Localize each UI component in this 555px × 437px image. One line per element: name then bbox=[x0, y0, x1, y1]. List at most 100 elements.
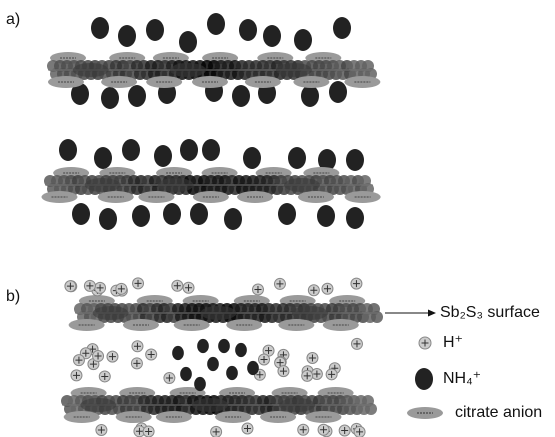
proton-plus bbox=[134, 279, 142, 287]
proton-plus bbox=[147, 351, 155, 359]
proton-plus bbox=[276, 359, 284, 367]
proton-plus bbox=[135, 427, 143, 435]
legend-citrate bbox=[407, 407, 443, 419]
ammonium bbox=[235, 342, 247, 358]
proton-plus bbox=[323, 285, 331, 293]
proton-plus bbox=[173, 282, 181, 290]
ammonium bbox=[172, 345, 184, 361]
ammonium bbox=[71, 83, 89, 105]
surface-atom bbox=[365, 403, 377, 415]
proton-plus bbox=[341, 427, 349, 435]
proton-plus bbox=[254, 285, 262, 293]
ammonium bbox=[99, 208, 117, 230]
legend-arrowhead bbox=[428, 309, 436, 317]
ammonium bbox=[128, 85, 146, 107]
surface-dark bbox=[157, 178, 194, 192]
ammonium bbox=[218, 338, 230, 354]
proton-plus bbox=[117, 285, 125, 293]
proton-plus bbox=[108, 353, 116, 361]
proton-plus bbox=[86, 282, 94, 290]
proton-plus bbox=[313, 370, 321, 378]
proton-plus bbox=[353, 340, 361, 348]
ammonium bbox=[154, 145, 172, 167]
citrate bbox=[226, 319, 263, 331]
ammonium bbox=[226, 365, 238, 381]
surface-dark bbox=[92, 306, 129, 320]
surface-dark bbox=[72, 63, 109, 77]
proton-plus bbox=[212, 428, 220, 436]
ammonium bbox=[180, 366, 192, 382]
ammonium bbox=[72, 203, 90, 225]
ammonium bbox=[146, 19, 164, 41]
proton-plus bbox=[299, 426, 307, 434]
panel-label: a) bbox=[6, 11, 20, 28]
ammonium bbox=[207, 356, 219, 372]
ammonium bbox=[247, 360, 259, 376]
proton-plus bbox=[89, 360, 97, 368]
surface-dark bbox=[291, 306, 328, 320]
ammonium bbox=[190, 203, 208, 225]
ammonium bbox=[346, 207, 364, 229]
ammonium bbox=[202, 139, 220, 161]
proton-plus bbox=[256, 371, 264, 379]
ammonium bbox=[278, 203, 296, 225]
proton-plus bbox=[94, 352, 102, 360]
ammonium bbox=[263, 25, 281, 47]
ammonium bbox=[224, 208, 242, 230]
proton-plus bbox=[165, 374, 173, 382]
panel-label: b) bbox=[6, 288, 20, 305]
ammonium bbox=[243, 147, 261, 169]
surface-dark bbox=[192, 398, 229, 412]
proton-plus bbox=[356, 428, 364, 436]
proton-plus bbox=[66, 282, 74, 290]
proton-plus bbox=[145, 427, 153, 435]
ammonium bbox=[132, 205, 150, 227]
proton-plus bbox=[101, 372, 109, 380]
ammonium bbox=[59, 139, 77, 161]
ammonium bbox=[333, 17, 351, 39]
ammonium bbox=[317, 205, 335, 227]
surface-atom bbox=[371, 311, 383, 323]
surface-dark bbox=[284, 178, 321, 192]
surface-dark bbox=[200, 306, 237, 320]
surface-dark bbox=[84, 178, 121, 192]
proton-plus bbox=[308, 354, 316, 362]
proton-plus bbox=[260, 356, 268, 364]
proton-plus bbox=[72, 371, 80, 379]
surface-dark bbox=[169, 63, 206, 77]
legend-label: NH₄⁺ bbox=[443, 370, 481, 387]
proton-plus bbox=[185, 284, 193, 292]
ammonium bbox=[207, 13, 225, 35]
proton-plus bbox=[243, 425, 251, 433]
proton-plus bbox=[265, 347, 273, 355]
ammonium bbox=[91, 17, 109, 39]
proton-plus bbox=[75, 356, 83, 364]
ammonium bbox=[94, 147, 112, 169]
proton-plus bbox=[82, 349, 90, 357]
proton-plus bbox=[352, 280, 360, 288]
ammonium bbox=[288, 147, 306, 169]
ammonium bbox=[101, 87, 119, 109]
proton-plus bbox=[279, 367, 287, 375]
ammonium bbox=[197, 338, 209, 354]
ammonium bbox=[301, 85, 319, 107]
proton-plus bbox=[96, 284, 104, 292]
legend-label: H⁺ bbox=[443, 334, 463, 351]
schematic bbox=[41, 13, 383, 437]
ammonium bbox=[346, 149, 364, 171]
ammonium bbox=[294, 29, 312, 51]
ammonium bbox=[179, 31, 197, 53]
surface-dark bbox=[275, 63, 312, 77]
legend-ammonium bbox=[415, 368, 433, 390]
proton-plus bbox=[328, 370, 336, 378]
legend-proton bbox=[418, 336, 432, 350]
ammonium bbox=[194, 376, 206, 392]
proton-plus bbox=[133, 359, 141, 367]
proton-plus bbox=[303, 372, 311, 380]
proton-plus bbox=[97, 426, 105, 434]
proton-plus bbox=[310, 286, 318, 294]
proton-plus bbox=[89, 345, 97, 353]
ammonium bbox=[329, 81, 347, 103]
proton-plus bbox=[276, 280, 284, 288]
